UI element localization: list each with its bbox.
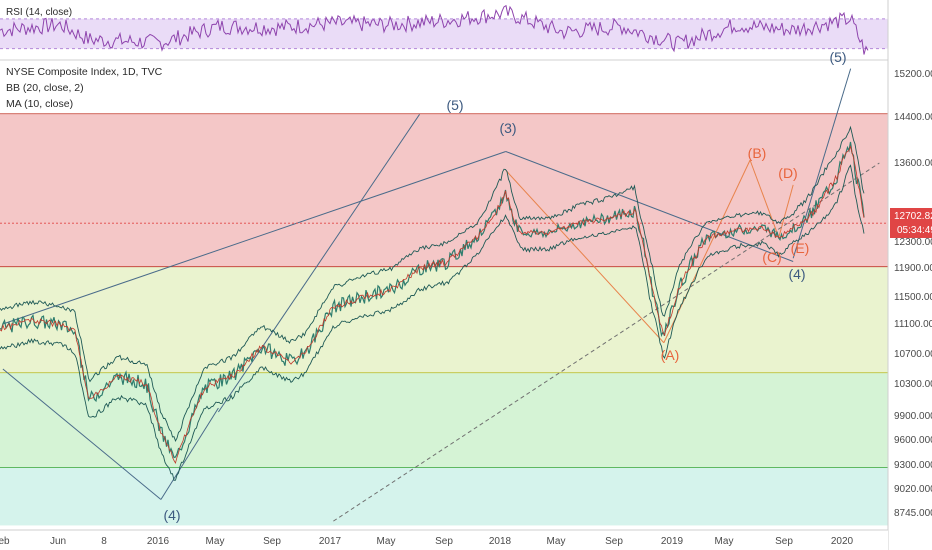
last-price-tag: 12702.827 05:34:49 [890, 208, 932, 238]
price-tick-label: 10700.000 [894, 349, 932, 360]
wave-label: (A) [661, 347, 680, 363]
price-tick-label: 8745.000 [894, 508, 932, 519]
price-tick-label: 12300.000 [894, 237, 932, 248]
wave-line[interactable] [160, 407, 219, 500]
wave-label: (4) [163, 507, 180, 523]
time-tick-label: Sep [775, 536, 793, 547]
price-tick-label: 9900.000 [894, 411, 932, 422]
time-tick-label: Sep [435, 536, 453, 547]
price-tick-label: 13600.000 [894, 158, 932, 169]
price-zone [0, 266, 888, 373]
wave-line[interactable] [792, 68, 852, 259]
wave-line[interactable] [663, 159, 751, 343]
wave-label: (C) [762, 249, 781, 265]
time-tick-label: May [377, 536, 396, 547]
time-tick-label: 2020 [831, 536, 854, 547]
wave-labels: (5) (3) (4) (4) (5) (A) (B) (C) (D) (E) [163, 49, 846, 523]
time-tick-label: May [715, 536, 734, 547]
wave-line[interactable] [2, 151, 506, 325]
price-tick-label: 9600.000 [894, 435, 932, 446]
rsi-band [0, 18, 888, 49]
wave-label: (5) [829, 49, 846, 65]
price-tick-label: 10300.000 [894, 379, 932, 390]
bb-lower-band [0, 164, 865, 481]
rsi-title: RSI (14, close) [6, 7, 72, 18]
time-tick-label: Sep [605, 536, 623, 547]
bb-upper-band [0, 125, 865, 443]
countdown-timer: 05:34:49 [897, 225, 932, 236]
time-tick-label: May [547, 536, 566, 547]
wave-line[interactable] [2, 368, 162, 500]
price-tick-label: 11900.000 [894, 263, 932, 274]
wave-label: (B) [748, 145, 767, 161]
time-x-axis[interactable]: eb Jun 8 2016 May Sep 2017 May Sep 2018 May Sep 2019… [0, 529, 888, 550]
price-zones [0, 113, 888, 526]
time-tick-label: Jun [50, 536, 66, 547]
time-tick-label: 2018 [489, 536, 512, 547]
chart-title: NYSE Composite Index, 1D, TVC [6, 66, 163, 78]
wave-line[interactable] [778, 184, 794, 238]
price-tick-label: 15200.000 [894, 69, 932, 80]
time-tick-label: eb [0, 536, 10, 547]
wave-line[interactable] [749, 159, 780, 238]
main-drawings [0, 68, 888, 522]
wave-line[interactable] [505, 169, 665, 344]
price-tick-label: 14400.000 [894, 112, 932, 123]
time-tick-label: 2016 [147, 536, 170, 547]
rsi-line [0, 4, 869, 55]
price-tick-label: 11100.000 [894, 319, 932, 330]
price-line [0, 141, 865, 459]
rsi-pane: RSI (14, close) [0, 0, 888, 60]
time-tick-label: 2017 [319, 536, 342, 547]
wave-label: (E) [791, 240, 810, 256]
wave-label: (4) [788, 266, 805, 282]
ma-indicator-label[interactable]: MA (10, close) [6, 98, 73, 110]
price-tick-label: 11500.000 [894, 292, 932, 303]
price-zone [0, 467, 888, 526]
wave-line[interactable] [505, 151, 794, 262]
time-tick-label: 2019 [661, 536, 684, 547]
wave-label: (D) [778, 165, 797, 181]
time-tick-label: May [206, 536, 225, 547]
time-tick-label: Sep [263, 536, 281, 547]
wave-label: (5) [446, 97, 463, 113]
last-price: 12702.827 [894, 211, 932, 222]
time-tick-label: 8 [101, 536, 107, 547]
price-y-axis[interactable]: 15200.00014400.00013600.00012900.0001230… [887, 0, 932, 550]
bb-indicator-label[interactable]: BB (20, close, 2) [6, 82, 84, 94]
trend-line[interactable] [333, 162, 880, 522]
price-tick-label: 9020.000 [894, 484, 932, 495]
wave-label: (3) [499, 120, 516, 136]
ma-line [0, 145, 865, 465]
price-zone [0, 372, 888, 468]
price-tick-label: 9300.000 [894, 460, 932, 471]
price-zone [0, 113, 888, 267]
wave-line[interactable] [217, 114, 420, 413]
